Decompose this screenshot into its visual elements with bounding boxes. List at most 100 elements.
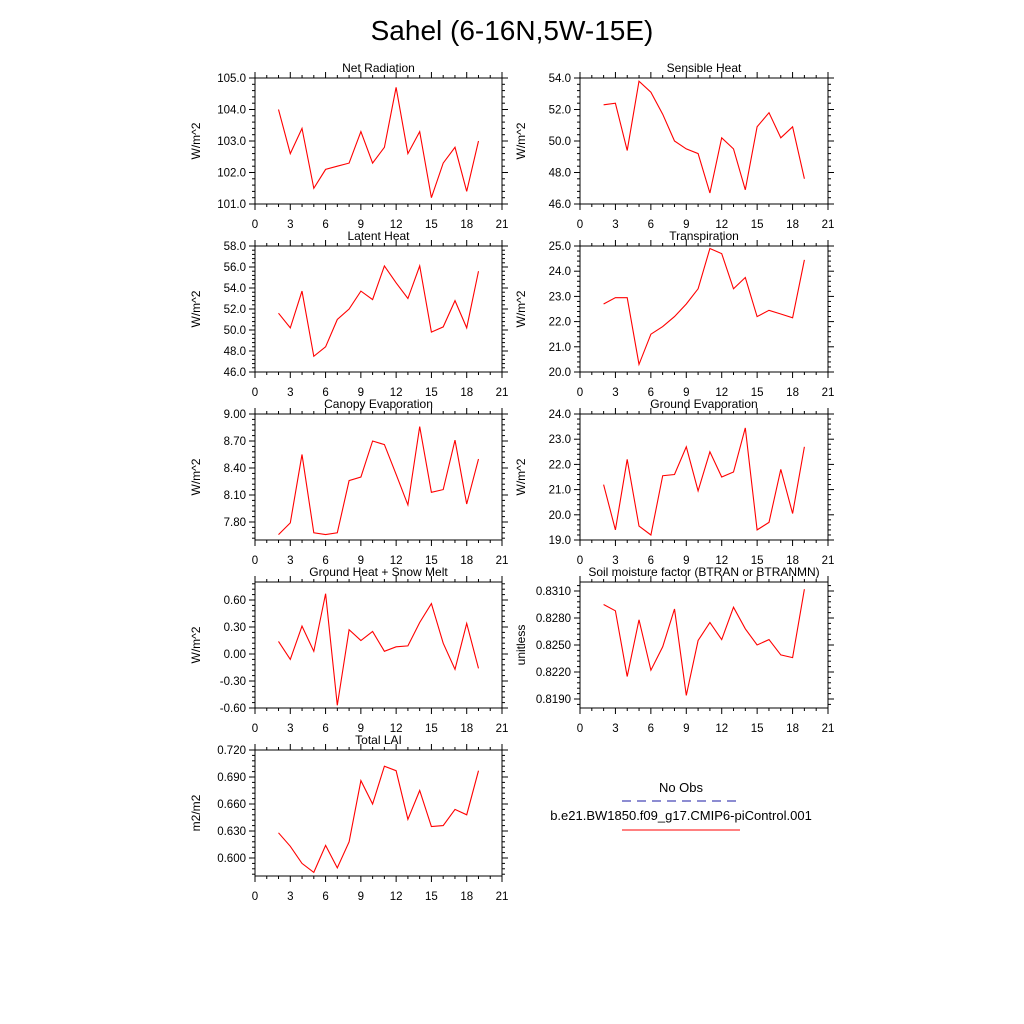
x-tick-label: 21 xyxy=(822,555,835,567)
x-tick-label: 3 xyxy=(287,387,293,399)
x-tick-label: 21 xyxy=(822,219,835,231)
x-tick-label: 0 xyxy=(577,555,583,567)
x-tick-label: 6 xyxy=(322,723,328,735)
x-tick-label: 12 xyxy=(390,387,403,399)
y-tick-label: 0.690 xyxy=(217,772,246,784)
y-tick-label: 20.0 xyxy=(549,367,571,379)
panel-title: Total LAI xyxy=(355,733,402,747)
y-tick-label: -0.30 xyxy=(220,676,246,688)
y-tick-label: 0.720 xyxy=(217,745,246,757)
y-tick-label: 48.0 xyxy=(224,346,246,358)
x-tick-label: 0 xyxy=(252,723,258,735)
x-tick-label: 9 xyxy=(358,219,364,231)
panel-1: Net Radiation W/m^2 0 3 6 9 12 15 18 21 101.0 102.0… xyxy=(189,61,508,231)
y-tick-label: 46.0 xyxy=(224,367,246,379)
x-tick-label: 15 xyxy=(751,219,764,231)
x-tick-label: 18 xyxy=(786,387,799,399)
x-tick-label: 15 xyxy=(425,387,438,399)
panel-title: Soil moisture factor (BTRAN or BTRANMN) xyxy=(588,565,819,579)
x-tick-label: 12 xyxy=(390,723,403,735)
y-axis-label: W/m^2 xyxy=(514,290,528,327)
figure-title: Sahel (6-16N,5W-15E) xyxy=(371,15,654,46)
y-tick-label: 0.60 xyxy=(224,595,246,607)
y-tick-label: 7.80 xyxy=(224,517,246,529)
y-tick-label: 54.0 xyxy=(224,283,246,295)
x-tick-label: 15 xyxy=(751,387,764,399)
x-tick-label: 18 xyxy=(460,387,473,399)
x-tick-label: 3 xyxy=(287,555,293,567)
y-tick-label: 0.8250 xyxy=(536,640,571,652)
x-tick-label: 6 xyxy=(648,387,654,399)
y-tick-label: 21.0 xyxy=(549,485,571,497)
x-tick-label: 6 xyxy=(648,555,654,567)
x-tick-label: 18 xyxy=(786,555,799,567)
y-tick-label: 101.0 xyxy=(217,199,246,211)
x-tick-label: 21 xyxy=(822,723,835,735)
y-axis-label: W/m^2 xyxy=(189,626,203,663)
x-tick-label: 0 xyxy=(252,387,258,399)
x-tick-label: 18 xyxy=(460,723,473,735)
y-axis-label: W/m^2 xyxy=(514,122,528,159)
panel-title: Canopy Evaporation xyxy=(324,397,433,411)
series-line xyxy=(603,247,805,367)
x-tick-label: 15 xyxy=(751,723,764,735)
series-line xyxy=(278,593,480,706)
y-tick-label: 104.0 xyxy=(217,105,246,117)
y-tick-label: 48.0 xyxy=(549,168,571,180)
x-tick-label: 18 xyxy=(786,219,799,231)
x-tick-label: 0 xyxy=(577,387,583,399)
x-tick-label: 21 xyxy=(822,387,835,399)
x-tick-label: 21 xyxy=(496,723,509,735)
legend: No Obs b.e21.BW1850.f09_g17.CMIP6-piCont… xyxy=(550,780,812,831)
x-tick-label: 15 xyxy=(751,555,764,567)
panel-title: Net Radiation xyxy=(342,61,415,75)
x-tick-label: 12 xyxy=(715,555,728,567)
y-tick-label: 0.8190 xyxy=(536,694,571,706)
x-tick-label: 6 xyxy=(322,891,328,903)
x-tick-label: 0 xyxy=(252,891,258,903)
panel-title: Transpiration xyxy=(669,229,739,243)
series-line xyxy=(278,263,480,358)
x-tick-label: 9 xyxy=(683,387,689,399)
x-tick-label: 0 xyxy=(252,219,258,231)
x-tick-label: 12 xyxy=(390,555,403,567)
y-tick-label: 8.40 xyxy=(224,463,246,475)
panel-7: Ground Heat + Snow Melt W/m^2 0 3 6 9 12 15 18 21… xyxy=(189,565,508,735)
x-tick-label: 3 xyxy=(287,219,293,231)
x-tick-label: 9 xyxy=(358,387,364,399)
plot-frame xyxy=(254,749,503,877)
x-tick-label: 0 xyxy=(252,555,258,567)
y-axis-label: W/m^2 xyxy=(189,458,203,495)
series-line xyxy=(278,426,480,536)
panel-title: Ground Evaporation xyxy=(650,397,757,411)
y-tick-label: 8.10 xyxy=(224,490,246,502)
y-tick-label: 0.660 xyxy=(217,799,246,811)
x-tick-label: 9 xyxy=(358,723,364,735)
x-tick-label: 9 xyxy=(683,723,689,735)
y-tick-label: 46.0 xyxy=(549,199,571,211)
y-tick-label: 23.0 xyxy=(549,291,571,303)
y-tick-label: 54.0 xyxy=(549,73,571,85)
y-tick-label: 58.0 xyxy=(224,241,246,253)
x-tick-label: 12 xyxy=(715,723,728,735)
y-tick-label: 52.0 xyxy=(549,105,571,117)
series-line xyxy=(278,765,480,874)
y-axis-label: unitless xyxy=(514,625,528,666)
plot-frame xyxy=(254,413,503,541)
y-tick-label: 0.8280 xyxy=(536,613,571,625)
panels: Net Radiation W/m^2 0 3 6 9 12 15 18 21 101.0 102.0… xyxy=(189,61,834,903)
y-tick-label: 102.0 xyxy=(217,168,246,180)
panel-9: Total LAI m2/m2 0 3 6 9 12 15 18 21 0.600 0.630 0.66… xyxy=(189,733,508,903)
y-axis-label: W/m^2 xyxy=(189,290,203,327)
x-tick-label: 6 xyxy=(648,219,654,231)
x-tick-label: 9 xyxy=(358,555,364,567)
y-tick-label: 103.0 xyxy=(217,136,246,148)
y-tick-label: 105.0 xyxy=(217,73,246,85)
y-axis-label: W/m^2 xyxy=(514,458,528,495)
x-tick-label: 3 xyxy=(612,219,618,231)
plot-frame xyxy=(579,413,829,541)
panel-8: Soil moisture factor (BTRAN or BTRANMN) u… xyxy=(514,565,834,735)
y-tick-label: -0.60 xyxy=(220,703,246,715)
